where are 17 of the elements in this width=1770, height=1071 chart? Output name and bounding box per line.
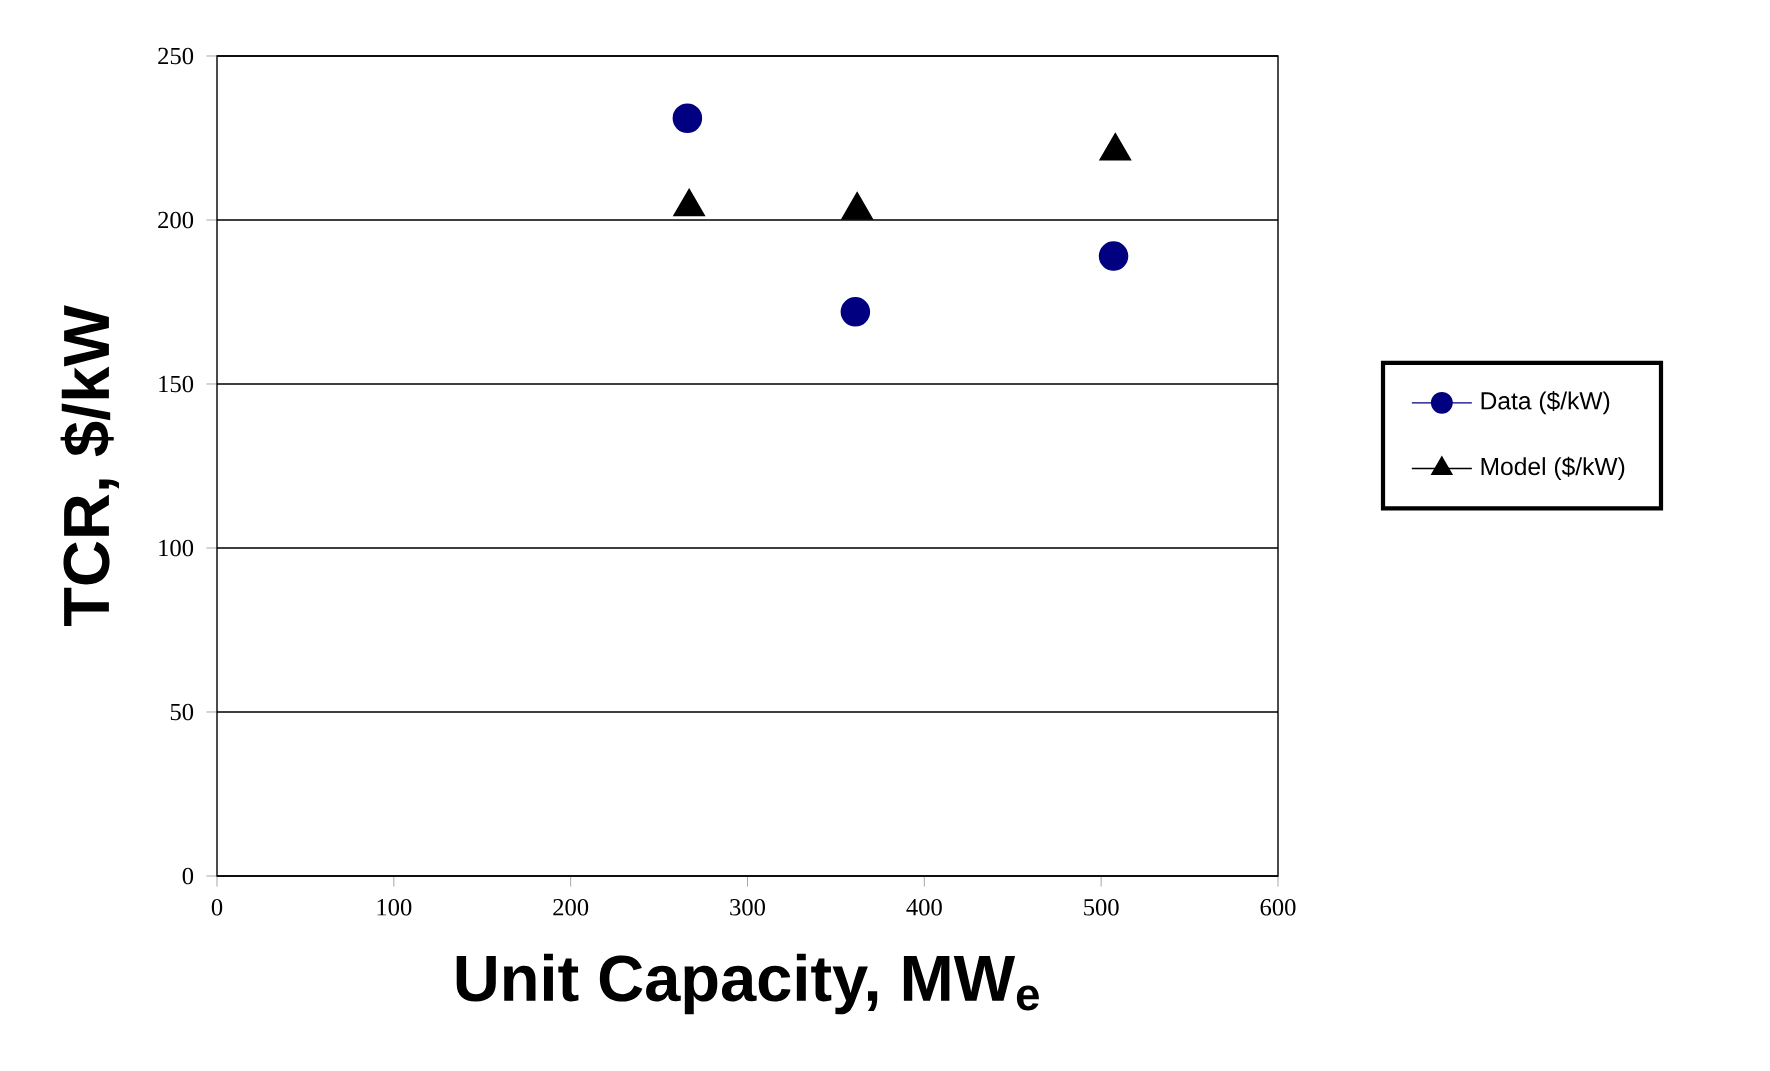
- y-tick-label: 50: [170, 703, 194, 721]
- y-axis-title: TCR, $/kW: [60, 305, 119, 627]
- x-tick-label: 500: [1084, 898, 1119, 916]
- y-tick-label: 250: [158, 47, 194, 65]
- legend-label: Data ($/kW): [1481, 391, 1610, 415]
- legend-label: Model ($/kW): [1481, 456, 1625, 481]
- x-tick-label: 600: [1260, 898, 1296, 916]
- y-tick-label: 150: [159, 375, 194, 393]
- x-tick-label: 100: [377, 898, 412, 916]
- x-tick-label: 200: [553, 898, 589, 916]
- x-axis-title: Unit Capacity, MW$_{e}$: [456, 953, 1039, 1015]
- x-tick-label: 400: [906, 898, 942, 916]
- y-tick-label: 100: [159, 539, 194, 557]
- y-tick-label: 0: [182, 867, 194, 885]
- x-tick-label: 0: [211, 898, 223, 916]
- y-tick-label: 200: [158, 211, 194, 229]
- x-tick-label: 300: [730, 898, 765, 916]
